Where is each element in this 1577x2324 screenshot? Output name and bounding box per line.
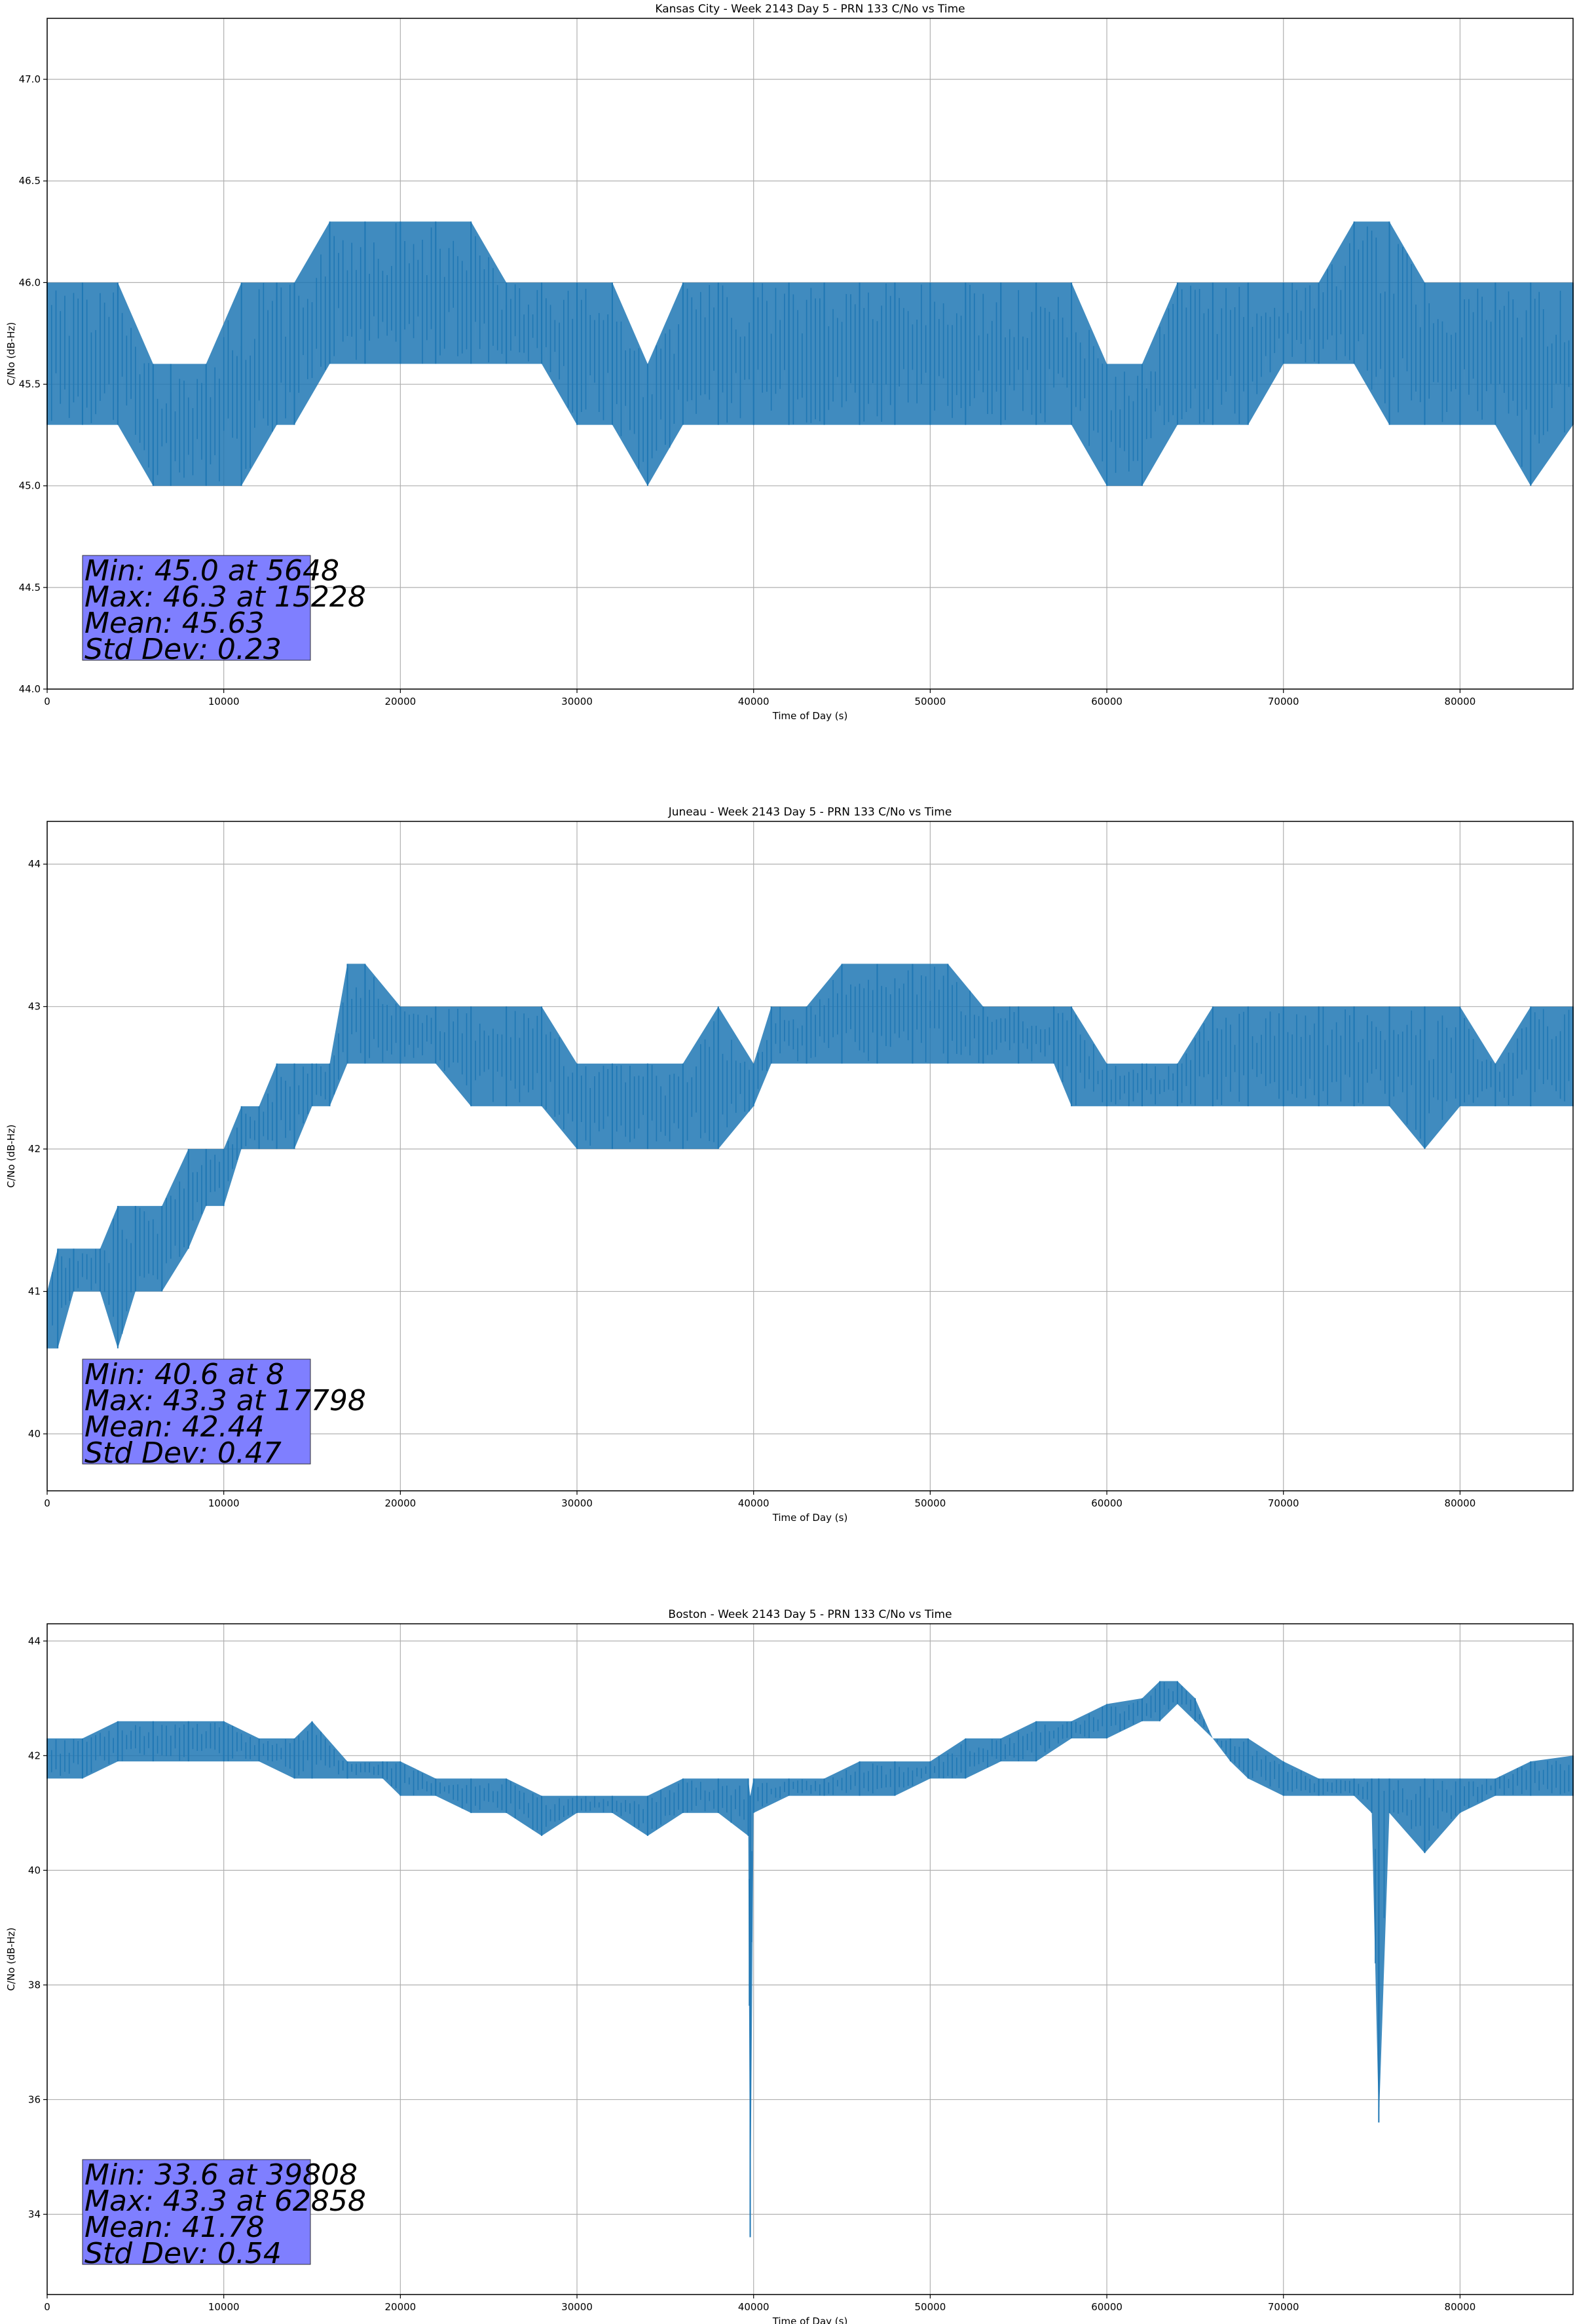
- x-tick-label: 0: [44, 696, 50, 707]
- y-tick-label: 45.0: [19, 480, 41, 492]
- x-tick-label: 30000: [561, 696, 593, 707]
- stats-line: Std Dev: 0.23: [84, 633, 282, 666]
- y-tick-label: 42: [28, 1750, 41, 1761]
- chart-title: Boston - Week 2143 Day 5 - PRN 133 C/No …: [668, 1608, 952, 1621]
- x-tick-label: 70000: [1268, 696, 1299, 707]
- axes-frame: [46, 18, 1574, 690]
- chart-title: Juneau - Week 2143 Day 5 - PRN 133 C/No …: [668, 806, 952, 819]
- y-axis-label: C/No (dB-Hz): [5, 1125, 17, 1188]
- y-axis-label: C/No (dB-Hz): [5, 1928, 17, 1991]
- y-tick-label: 44: [28, 1635, 41, 1647]
- stats-line: Min: 40.6 at 8: [84, 1358, 284, 1391]
- stats-box-background: [82, 2159, 311, 2265]
- stats-line: Min: 33.6 at 39808: [84, 2158, 358, 2192]
- y-tick-label: 46.5: [19, 175, 41, 187]
- x-tick-label: 10000: [208, 2301, 240, 2313]
- x-tick-label: 80000: [1445, 696, 1476, 707]
- x-tick-label: 50000: [915, 696, 946, 707]
- x-tick-label: 10000: [208, 1497, 240, 1509]
- x-tick-label: 70000: [1268, 1497, 1299, 1509]
- x-tick-label: 50000: [915, 2301, 946, 2313]
- chart-title: Kansas City - Week 2143 Day 5 - PRN 133 …: [655, 3, 965, 16]
- series-envelope: [47, 1681, 1573, 2238]
- y-tick-label: 44: [28, 858, 41, 870]
- stats-line: Max: 46.3 at 15228: [84, 580, 366, 614]
- y-tick-label: 44.0: [19, 683, 41, 695]
- x-tick-label: 30000: [561, 1497, 593, 1509]
- x-tick-label: 40000: [738, 2301, 770, 2313]
- series-envelope: [47, 964, 1573, 1349]
- chart-panel-2: 0 10000 20000 30000 40000 50000 60000 70000 8000…: [5, 806, 1574, 1524]
- series-line: [46, 1681, 1574, 2238]
- x-tick-label: 0: [44, 1497, 50, 1509]
- axes-frame: [46, 1623, 1574, 2295]
- stats-line: Max: 43.3 at 17798: [84, 1384, 366, 1417]
- x-tick-label: 0: [44, 2301, 50, 2313]
- y-tick-label: 38: [28, 1979, 41, 1991]
- stats-box-background: [82, 1359, 311, 1465]
- y-tick-label: 40: [28, 1864, 41, 1876]
- y-tick-label: 41: [28, 1286, 41, 1298]
- x-axis-label: Time of Day (s): [772, 2315, 848, 2324]
- x-tick-label: 50000: [915, 1497, 946, 1509]
- chart-panel-1: 0 10000 20000 30000 40000 50000 60000 70000 8000…: [5, 3, 1574, 722]
- y-tick-label: 47.0: [19, 73, 41, 85]
- y-tick-label: 46.0: [19, 276, 41, 288]
- series-envelope: [47, 221, 1573, 486]
- series-line: [46, 964, 1574, 1349]
- series-line: [46, 221, 1574, 486]
- stats-line: Mean: 42.44: [84, 1410, 265, 1444]
- x-tick-label: 10000: [208, 696, 240, 707]
- x-tick-label: 60000: [1091, 2301, 1122, 2313]
- y-tick-label: 42: [28, 1143, 41, 1155]
- stats-line: Mean: 41.78: [84, 2211, 265, 2244]
- x-axis-label: Time of Day (s): [772, 710, 848, 722]
- x-axis-label: Time of Day (s): [772, 1512, 848, 1524]
- stats-line: Mean: 45.63: [84, 607, 265, 640]
- x-tick-label: 40000: [738, 696, 770, 707]
- x-tick-label: 80000: [1445, 1497, 1476, 1509]
- y-tick-label: 44.5: [19, 582, 41, 593]
- stats-box-background: [82, 555, 311, 661]
- axes-frame: [46, 821, 1574, 1491]
- x-tick-label: 60000: [1091, 1497, 1122, 1509]
- y-tick-label: 34: [28, 2208, 41, 2220]
- y-tick-label: 40: [28, 1428, 41, 1440]
- x-tick-label: 70000: [1268, 2301, 1299, 2313]
- x-tick-label: 80000: [1445, 2301, 1476, 2313]
- y-tick-label: 36: [28, 2093, 41, 2105]
- stats-line: Std Dev: 0.47: [84, 1436, 282, 1470]
- x-tick-label: 40000: [738, 1497, 770, 1509]
- stats-line: Max: 43.3 at 62858: [84, 2184, 366, 2218]
- stats-line: Std Dev: 0.54: [84, 2237, 282, 2270]
- stats-line: Min: 45.0 at 5648: [84, 554, 339, 588]
- y-tick-label: 43: [28, 1001, 41, 1013]
- chart-panel-3: 0 10000 20000 30000 40000 50000 60000 70000 8000…: [5, 1608, 1574, 2324]
- y-tick-label: 45.5: [19, 379, 41, 390]
- x-tick-label: 60000: [1091, 696, 1122, 707]
- x-tick-label: 20000: [384, 696, 416, 707]
- x-tick-label: 30000: [561, 2301, 593, 2313]
- x-tick-label: 20000: [384, 2301, 416, 2313]
- y-axis-label: C/No (dB-Hz): [5, 322, 17, 386]
- x-tick-label: 20000: [384, 1497, 416, 1509]
